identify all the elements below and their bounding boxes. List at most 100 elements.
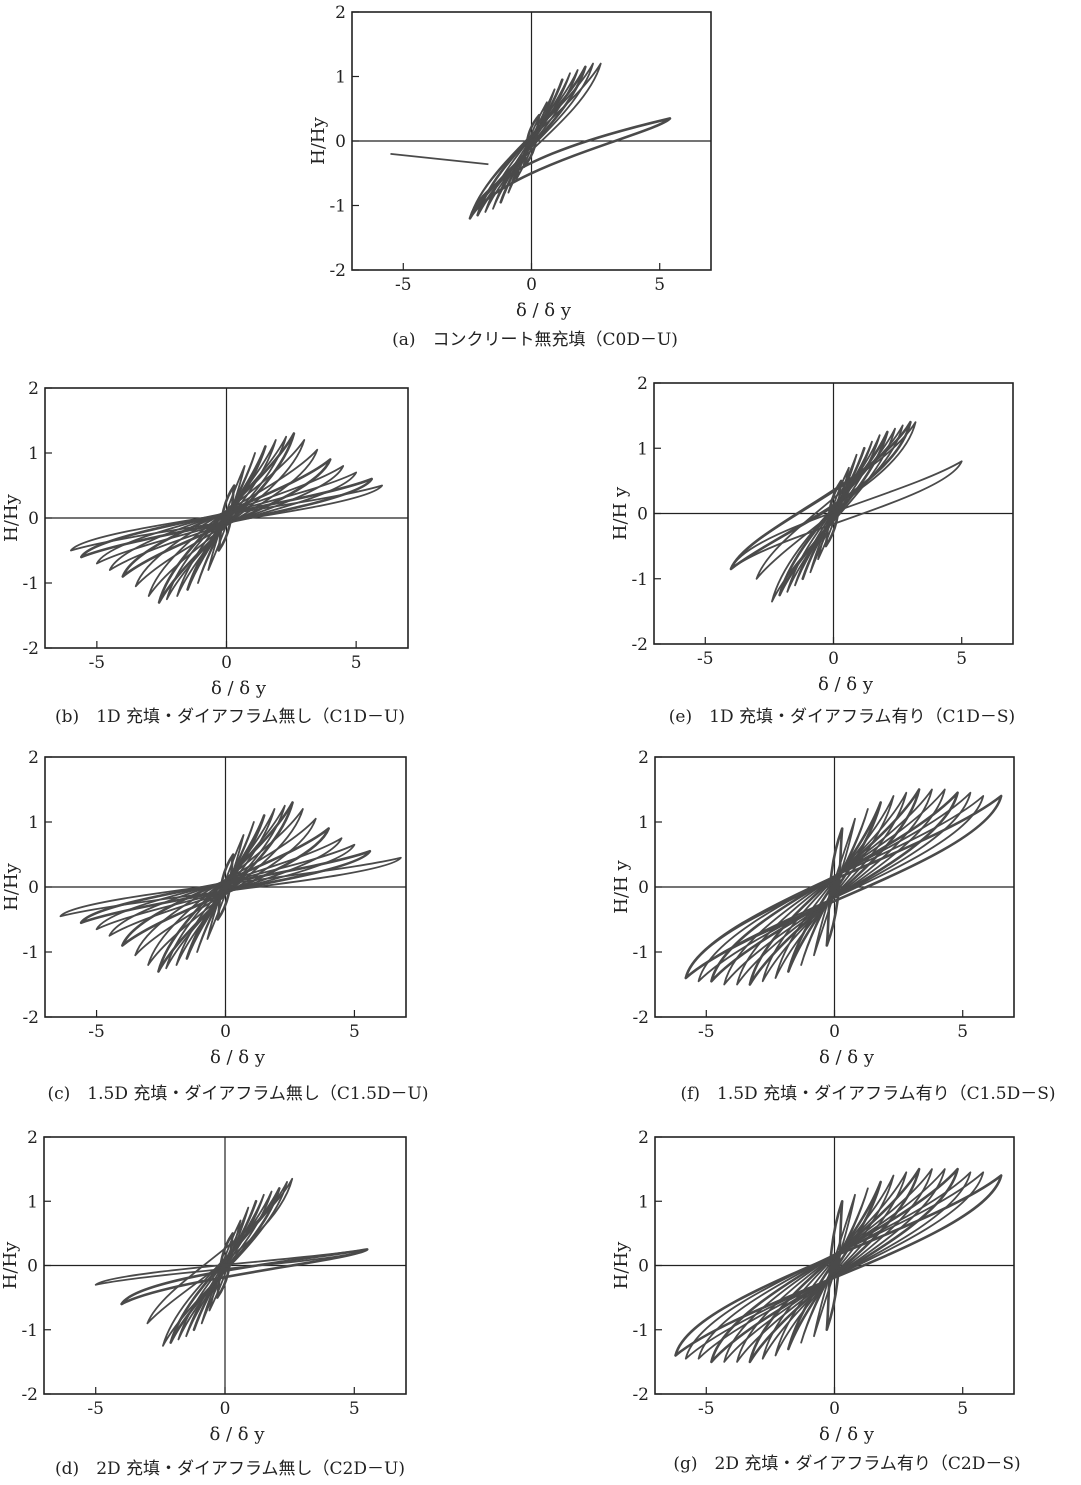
x-tick-label: -5 xyxy=(88,1022,105,1042)
y-tick-label: 2 xyxy=(638,1128,649,1148)
panel-caption: (b) 1D 充填・ダイアフラム無し（C1D－U) xyxy=(55,707,405,727)
x-axis-label: δ / δ y xyxy=(209,1424,265,1445)
chart-panel-d: -5 0 5 -2 -1 0 1 2 δ / δ y H/Hy (d) 2D 充填・ダイアフラム無し… xyxy=(0,1128,407,1479)
hysteresis-loop xyxy=(70,484,383,552)
hysteresis-loop xyxy=(674,1174,1003,1357)
chart-panel-c: -5 0 5 -2 -1 0 1 2 δ / δ y H/Hy (c) 1.5D 充填・ダイアフラム… xyxy=(1,748,428,1104)
y-tick-label: 1 xyxy=(28,813,39,833)
x-axis-label: δ / δ y xyxy=(818,674,874,695)
x-tick-label: -5 xyxy=(87,1399,104,1419)
y-tick-label: 2 xyxy=(28,379,39,399)
y-tick-label: 0 xyxy=(637,505,648,525)
x-axis-label: δ / δ y xyxy=(211,678,267,699)
y-tick-label: -2 xyxy=(329,261,346,281)
x-tick-label: -5 xyxy=(89,653,106,673)
loops-group xyxy=(94,1177,369,1347)
panel-caption: (g) 2D 充填・ダイアフラム有り（C2D－S) xyxy=(673,1454,1020,1474)
x-tick-label: 0 xyxy=(829,1022,840,1042)
panel-caption: (c) 1.5D 充填・ダイアフラム無し（C1.5D－U) xyxy=(48,1084,429,1104)
hysteresis-loop xyxy=(95,843,356,931)
panel-caption: (e) 1D 充填・ダイアフラム有り（C1D－S) xyxy=(669,707,1015,727)
y-tick-label: -2 xyxy=(22,1008,39,1028)
loops-group xyxy=(684,788,1003,986)
panel-caption: (a) コンクリート無充填（C0D－U) xyxy=(392,330,678,350)
y-tick-label: 2 xyxy=(638,748,649,768)
hysteresis-loop xyxy=(121,827,330,947)
hysteresis-loop xyxy=(134,817,317,957)
hysteresis-loop xyxy=(157,432,296,604)
hysteresis-loop xyxy=(684,1171,985,1360)
hysteresis-loop xyxy=(197,452,256,584)
y-axis-label: H/Hy xyxy=(308,116,329,164)
hysteresis-loop xyxy=(176,439,277,597)
hysteresis-loop xyxy=(157,801,294,973)
x-tick-label: 5 xyxy=(957,1022,968,1042)
x-tick-label: 5 xyxy=(956,649,967,669)
hysteresis-loop xyxy=(169,1187,281,1344)
hysteresis-loop xyxy=(730,421,917,570)
loops-group xyxy=(59,801,402,973)
y-tick-label: 0 xyxy=(28,509,39,529)
loops-group xyxy=(729,420,963,603)
y-tick-label: -2 xyxy=(631,635,648,655)
panel-caption: (f) 1.5D 充填・ダイアフラム有り（C1.5D－S) xyxy=(680,1084,1055,1104)
hysteresis-loop xyxy=(723,1168,946,1363)
x-tick-label: 0 xyxy=(221,653,232,673)
hysteresis-loop xyxy=(162,1181,288,1347)
x-tick-label: 5 xyxy=(349,1022,360,1042)
x-axis-label: δ / δ y xyxy=(819,1047,875,1068)
chart-panel-f: -5 0 5 -2 -1 0 1 2 δ / δ y H/H y (f) 1.5D 充填・ダイアフラ… xyxy=(611,748,1056,1104)
x-axis-label: δ / δ y xyxy=(516,300,572,321)
hysteresis-loop xyxy=(736,788,933,986)
hysteresis-loop xyxy=(710,1167,959,1364)
hysteresis-loop xyxy=(723,788,946,986)
x-tick-label: 0 xyxy=(828,649,839,669)
chart-panel-g: -5 0 5 -2 -1 0 1 2 δ / δ y H/Hy (g) 2D 充填・ダイアフラム有り… xyxy=(611,1128,1021,1474)
hysteresis-loop xyxy=(771,427,896,603)
y-tick-label: -2 xyxy=(632,1385,649,1405)
y-axis-label: H/H y xyxy=(611,859,632,913)
panel-caption: (d) 2D 充填・ダイアフラム無し（C2D－U) xyxy=(55,1459,405,1479)
hysteresis-loop xyxy=(710,791,959,983)
x-tick-label: 0 xyxy=(220,1399,231,1419)
y-axis-label: H/Hy xyxy=(1,493,22,541)
x-tick-label: -5 xyxy=(697,649,714,669)
x-tick-label: 5 xyxy=(351,653,362,673)
hysteresis-loop xyxy=(469,62,602,220)
x-tick-label: -5 xyxy=(395,275,412,295)
x-tick-label: 5 xyxy=(957,1399,968,1419)
y-tick-label: 2 xyxy=(637,374,648,394)
chart-panel-b: -5 0 5 -2 -1 0 1 2 δ / δ y H/Hy (b) 1D 充填・ダイアフラム無し… xyxy=(1,379,409,727)
y-tick-label: 1 xyxy=(28,444,39,464)
hysteresis-loop xyxy=(196,821,255,953)
y-tick-label: -2 xyxy=(632,1008,649,1028)
y-tick-label: 2 xyxy=(28,748,39,768)
y-tick-label: -1 xyxy=(632,1321,649,1341)
y-tick-label: 2 xyxy=(27,1128,38,1148)
y-tick-label: -1 xyxy=(22,574,39,594)
hysteresis-loop xyxy=(813,817,856,957)
y-axis-label: H/H y xyxy=(610,486,631,540)
hysteresis-loop xyxy=(730,460,963,570)
loops-group xyxy=(390,62,672,220)
y-tick-label: 1 xyxy=(638,1192,649,1212)
loops-group xyxy=(674,1167,1003,1364)
y-axis-label: H/Hy xyxy=(0,1241,21,1289)
hysteresis-loop xyxy=(755,424,904,580)
y-tick-label: -1 xyxy=(22,943,39,963)
y-tick-label: -1 xyxy=(632,943,649,963)
y-axis-label: H/Hy xyxy=(1,862,22,910)
x-tick-label: 5 xyxy=(654,275,665,295)
hysteresis-loop xyxy=(468,117,672,220)
tail-curve xyxy=(390,153,489,166)
x-axis-label: δ / δ y xyxy=(819,1424,875,1445)
chart-panel-a: -5 0 5 -2 -1 0 1 2 δ / δ y H/Hy (a) コンクリート無充填（C0D－… xyxy=(308,3,712,350)
y-tick-label: -1 xyxy=(631,570,648,590)
y-tick-label: 0 xyxy=(638,1257,649,1277)
hysteresis-loop xyxy=(813,1193,856,1338)
hysteresis-loop xyxy=(79,849,372,925)
y-tick-label: -2 xyxy=(22,639,39,659)
hysteresis-loop xyxy=(147,808,304,966)
